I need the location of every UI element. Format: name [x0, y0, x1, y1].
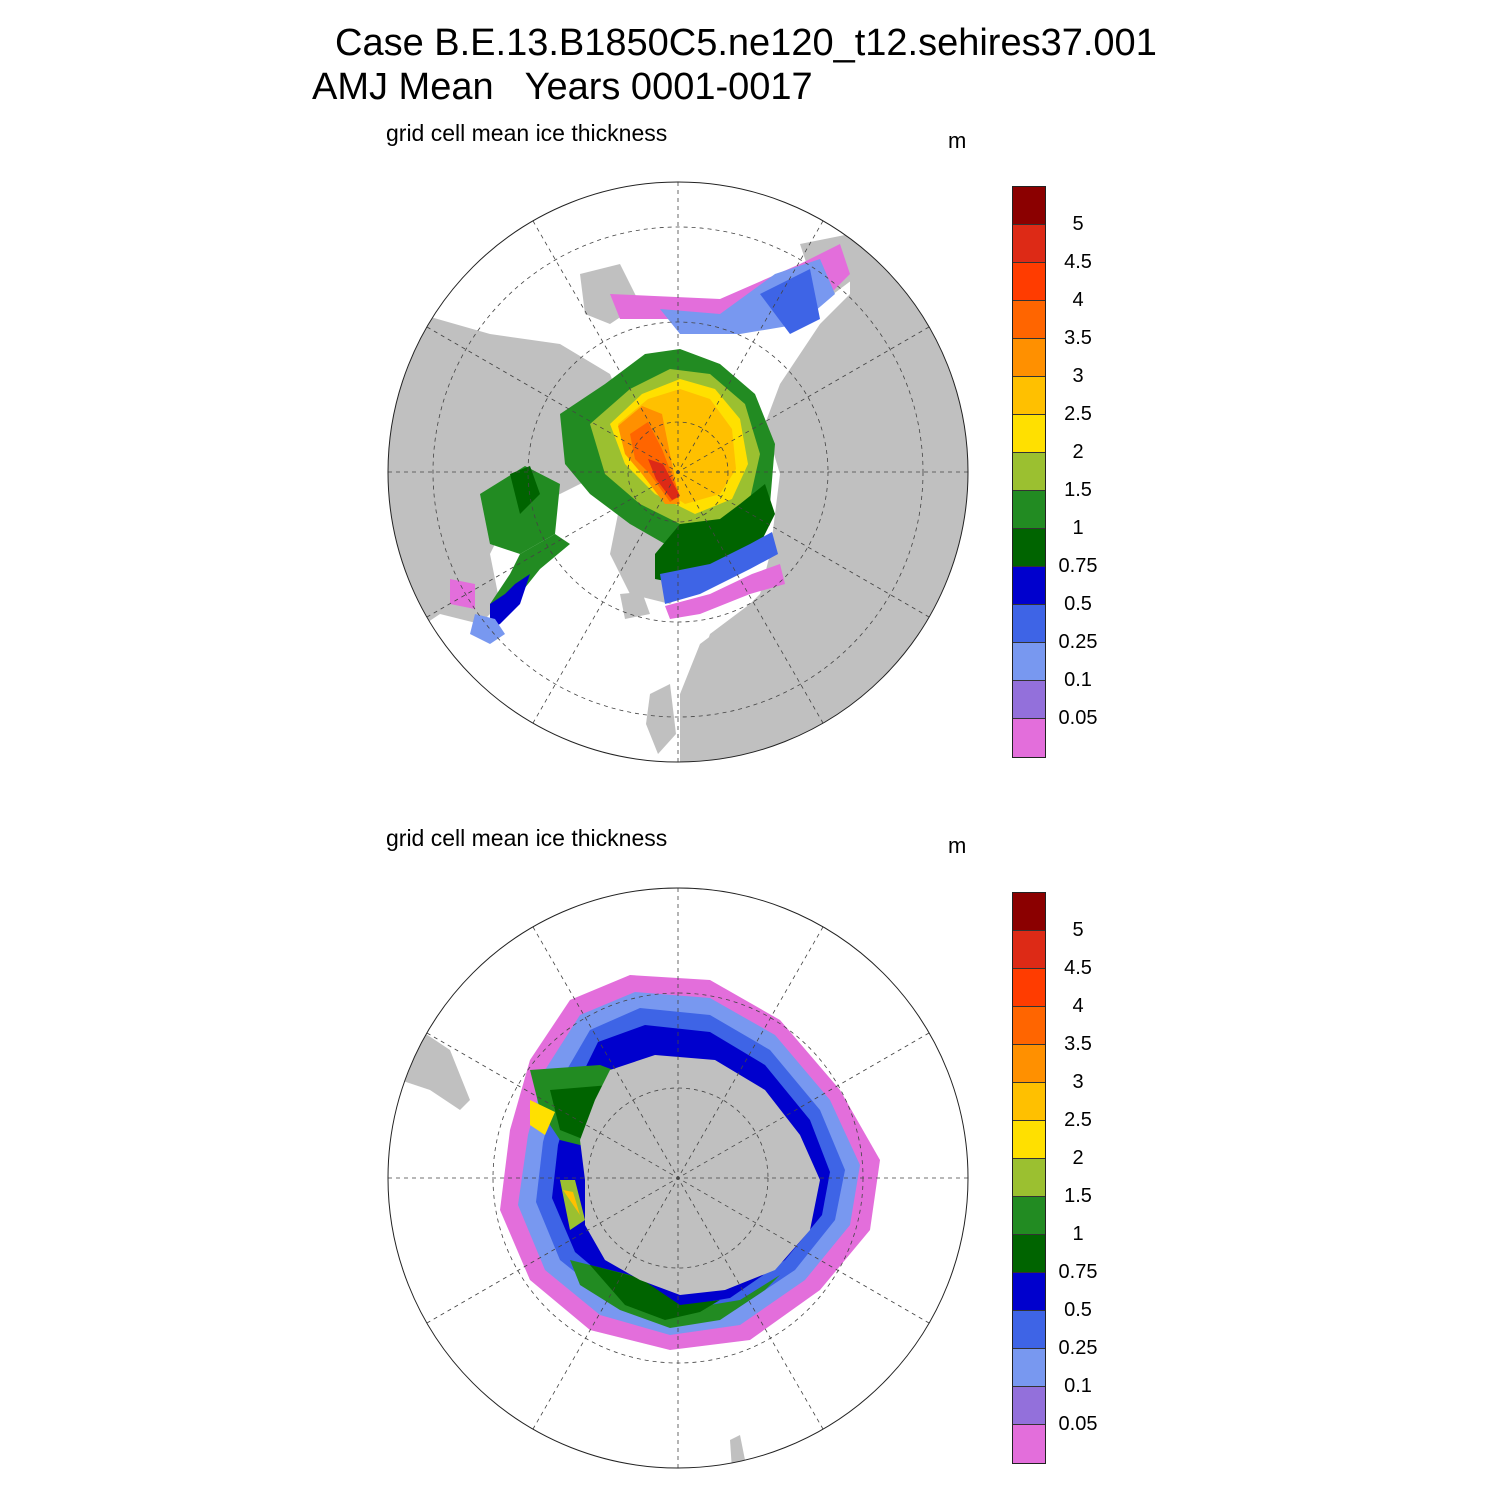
north-colorbar-label: 4 — [1072, 289, 1084, 311]
antarctica-land — [580, 1055, 820, 1295]
north-colorbar-swatch — [1013, 263, 1045, 301]
north-colorbar-swatch — [1013, 719, 1045, 757]
south-colorbar-label: 2 — [1072, 1147, 1084, 1169]
north-panel-unit: m — [948, 128, 967, 153]
south-colorbar-swatch — [1013, 1045, 1045, 1083]
arctic-sea-ice — [450, 244, 850, 644]
north-colorbar-swatch — [1013, 643, 1045, 681]
north-colorbar-label: 4.5 — [1064, 251, 1092, 273]
south-colorbar-label: 0.25 — [1058, 1337, 1098, 1359]
south-colorbar-swatch — [1013, 1387, 1045, 1425]
north-colorbar-swatch — [1013, 605, 1045, 643]
south-colorbar-label: 3 — [1072, 1071, 1084, 1093]
north-colorbar-swatch — [1013, 491, 1045, 529]
north-colorbar-label: 3 — [1072, 365, 1084, 387]
north-colorbar-label: 5 — [1072, 213, 1084, 235]
north-panel-subtitle: grid cell mean ice thickness — [386, 120, 668, 146]
south-colorbar-swatch — [1013, 1121, 1045, 1159]
south-colorbar-swatch — [1013, 1349, 1045, 1387]
north-colorbar-label: 0.05 — [1058, 707, 1098, 729]
south-colorbar-swatch — [1013, 1425, 1045, 1463]
north-colorbar-swatch — [1013, 187, 1045, 225]
south-colorbar-label: 4 — [1072, 995, 1084, 1017]
north-colorbar — [1012, 186, 1046, 758]
south-colorbar-swatch — [1013, 1007, 1045, 1045]
north-colorbar-swatch — [1013, 339, 1045, 377]
north-colorbar-swatch — [1013, 567, 1045, 605]
north-colorbar-swatch — [1013, 681, 1045, 719]
south-colorbar-label: 0.05 — [1058, 1413, 1098, 1435]
south-colorbar-swatch — [1013, 893, 1045, 931]
south-colorbar-label: 1.5 — [1064, 1185, 1092, 1207]
arctic-ice-thickness-map — [387, 181, 969, 763]
south-panel-subtitle: grid cell mean ice thickness — [386, 825, 668, 851]
south-colorbar-label: 0.5 — [1064, 1299, 1092, 1321]
north-colorbar-swatch — [1013, 225, 1045, 263]
north-colorbar-label: 2 — [1072, 441, 1084, 463]
north-colorbar-swatch — [1013, 377, 1045, 415]
south-panel-unit: m — [948, 833, 967, 858]
south-colorbar-label: 5 — [1072, 919, 1084, 941]
north-colorbar-label: 0.75 — [1058, 555, 1098, 577]
south-colorbar-label: 0.1 — [1064, 1375, 1092, 1397]
south-colorbar-swatch — [1013, 931, 1045, 969]
south-colorbar-swatch — [1013, 1273, 1045, 1311]
north-colorbar-label: 3.5 — [1064, 327, 1092, 349]
north-colorbar-label: 0.25 — [1058, 631, 1098, 653]
figure-title-period: AMJ Mean Years 0001-0017 — [312, 66, 813, 108]
south-colorbar-swatch — [1013, 1235, 1045, 1273]
antarctic-graticule — [388, 888, 968, 1468]
north-colorbar-label: 1 — [1072, 517, 1084, 539]
south-colorbar-swatch — [1013, 1311, 1045, 1349]
south-colorbar-label: 3.5 — [1064, 1033, 1092, 1055]
south-colorbar-label: 1 — [1072, 1223, 1084, 1245]
north-colorbar-swatch — [1013, 453, 1045, 491]
figure-title-case: Case B.E.13.B1850C5.ne120_t12.sehires37.… — [335, 22, 1157, 64]
south-colorbar-swatch — [1013, 1159, 1045, 1197]
south-colorbar-swatch — [1013, 1083, 1045, 1121]
antarctic-ice-thickness-map — [387, 887, 969, 1469]
north-colorbar-label: 0.5 — [1064, 593, 1092, 615]
south-colorbar-swatch — [1013, 969, 1045, 1007]
north-colorbar-swatch — [1013, 301, 1045, 339]
south-colorbar-label: 2.5 — [1064, 1109, 1092, 1131]
north-colorbar-label: 0.1 — [1064, 669, 1092, 691]
arctic-graticule — [388, 182, 968, 762]
north-colorbar-swatch — [1013, 529, 1045, 567]
south-colorbar-label: 0.75 — [1058, 1261, 1098, 1283]
north-colorbar-label: 1.5 — [1064, 479, 1092, 501]
south-colorbar-label: 4.5 — [1064, 957, 1092, 979]
south-colorbar-swatch — [1013, 1197, 1045, 1235]
north-colorbar-label: 2.5 — [1064, 403, 1092, 425]
south-colorbar — [1012, 892, 1046, 1464]
north-colorbar-swatch — [1013, 415, 1045, 453]
